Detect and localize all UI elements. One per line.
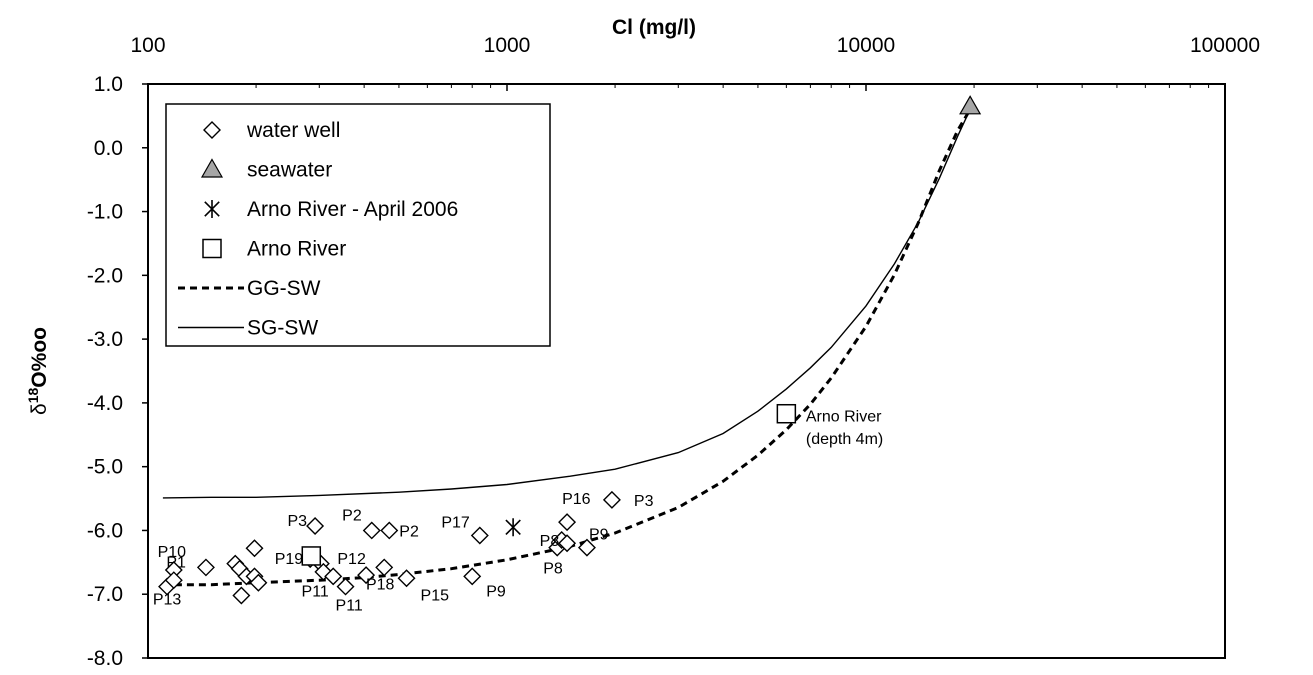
point-label: P19 (275, 551, 304, 568)
y-axis-title-sup: 18 (25, 387, 41, 403)
point-label: P18 (366, 576, 395, 593)
annotation-text: Arno River (806, 409, 882, 426)
point-label: P9 (486, 583, 506, 600)
water-well-point (324, 567, 343, 586)
y-axis-title: δ18O%oo (25, 327, 51, 415)
water-well-point (336, 577, 355, 596)
annotation-text: (depth 4m) (806, 431, 883, 448)
y-tick-label: 0.0 (94, 137, 123, 160)
point-label: P10 (158, 544, 187, 561)
y-tick-label: -6.0 (87, 519, 123, 542)
legend-box (165, 103, 551, 347)
legend-label: Arno River (247, 238, 346, 261)
point-label: P3 (634, 493, 654, 510)
y-axis-ticks: 1.0 0.0 -1.0 -2.0 -3.0 -4.0 -5.0 -6.0 -7.0 -8.0 (87, 73, 148, 670)
legend-marker (202, 238, 222, 259)
arno-river-point (776, 403, 797, 424)
legend-marker (203, 121, 221, 139)
sg-sw-line (162, 109, 971, 499)
y-tick-label: -7.0 (87, 583, 123, 606)
y-tick-label: -3.0 (87, 328, 123, 351)
y-tick-label: -8.0 (87, 647, 123, 670)
water-well-point (245, 539, 264, 558)
y-axis-title-delta: δ (28, 403, 51, 415)
water-well-point (362, 521, 381, 540)
water-well-point (232, 586, 251, 605)
legend-label: seawater (247, 159, 332, 182)
point-label: P1 (166, 554, 186, 571)
water-well-point (249, 573, 268, 592)
asterisk-stroke (204, 201, 220, 217)
point-label: P11 (336, 598, 363, 615)
water-well-point (196, 558, 215, 577)
x-tick-label: 1000 (484, 34, 531, 57)
legend: water well seawater Arno River - April 200… (165, 103, 551, 347)
point-label: P11 (302, 583, 329, 600)
asterisk-stroke (505, 519, 521, 536)
point-label: P8 (543, 561, 563, 578)
water-well-point (558, 513, 577, 532)
point-label: P16 (562, 491, 591, 508)
water-well-point (577, 538, 596, 557)
water-well-point (602, 490, 621, 509)
mixing-lines (162, 108, 972, 587)
legend-label: SG-SW (247, 317, 318, 340)
y-tick-label: -5.0 (87, 456, 123, 479)
x-tick-label: 100000 (1190, 34, 1260, 57)
point-label: P3 (287, 513, 307, 530)
water-well-point (470, 526, 489, 545)
y-tick-label: 1.0 (94, 73, 123, 96)
legend-label: GG-SW (247, 277, 321, 300)
y-axis-title-rest: O%oo (28, 327, 51, 388)
water-well-point (357, 566, 376, 585)
gg-sw-line (162, 108, 972, 587)
legend-label: Arno River - April 2006 (247, 198, 458, 221)
point-label: P13 (153, 592, 182, 609)
legend-marker (204, 200, 220, 218)
water-well-point (164, 571, 183, 590)
x-tick-label: 100 (130, 34, 165, 57)
point-label: P2 (399, 523, 419, 540)
x-axis-ticks: 100 1000 10000 100000 (130, 34, 1260, 91)
legend-label: water well (246, 119, 340, 142)
annotations: Arno River (depth 4m) (806, 409, 883, 448)
point-label: P12 (337, 551, 366, 568)
water-well-point (380, 521, 399, 540)
y-tick-label: -2.0 (87, 264, 123, 287)
legend-marker (200, 158, 224, 178)
seawater-point (959, 95, 982, 115)
point-label: P15 (421, 587, 450, 604)
point-label: P17 (441, 515, 470, 532)
water-well-point (463, 567, 482, 586)
arno-river-point (301, 546, 322, 566)
point-label: P9 (589, 527, 609, 544)
water-well-point (558, 534, 577, 553)
x-axis-title: Cl (mg/l) (612, 16, 696, 39)
data-points (158, 95, 982, 605)
y-tick-label: -1.0 (87, 201, 123, 224)
point-label: P8 (540, 533, 560, 550)
water-well-point (375, 558, 394, 577)
water-well-point (306, 516, 325, 535)
x-tick-label: 10000 (837, 34, 895, 57)
point-label: P2 (342, 507, 362, 524)
y-tick-label: -4.0 (87, 392, 123, 415)
arno-river-april-2006-point (505, 518, 521, 537)
water-well-point (397, 569, 416, 588)
